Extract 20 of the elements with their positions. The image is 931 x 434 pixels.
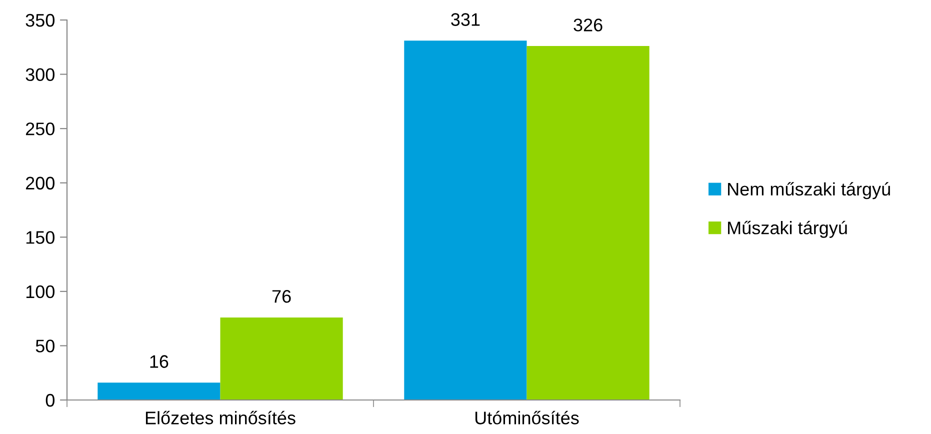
bar bbox=[526, 46, 650, 400]
y-tick-label: 200 bbox=[26, 176, 54, 190]
bar bbox=[98, 382, 220, 400]
bar bbox=[220, 317, 343, 400]
y-tick-label: 300 bbox=[26, 68, 54, 82]
y-tick-label: 0 bbox=[46, 394, 54, 407]
y-tick-label: 350 bbox=[26, 14, 54, 27]
y-tick-label: 150 bbox=[26, 231, 54, 244]
y-tick-label: 250 bbox=[26, 122, 54, 136]
data-label: 76 bbox=[272, 290, 291, 303]
y-tick-label: 100 bbox=[26, 285, 54, 298]
x-tick-label: Utóminősítés bbox=[475, 410, 579, 424]
x-tick-label: Előzetes minősítés bbox=[146, 410, 296, 424]
data-label: 331 bbox=[451, 13, 480, 26]
bar bbox=[404, 40, 527, 400]
legend-label: Nem műszaki tárgyú bbox=[728, 182, 890, 200]
data-label: 16 bbox=[150, 355, 168, 368]
y-tick-label: 50 bbox=[36, 340, 54, 352]
data-label: 326 bbox=[574, 18, 602, 32]
legend-label: Műszaki tárgyú bbox=[728, 220, 847, 238]
